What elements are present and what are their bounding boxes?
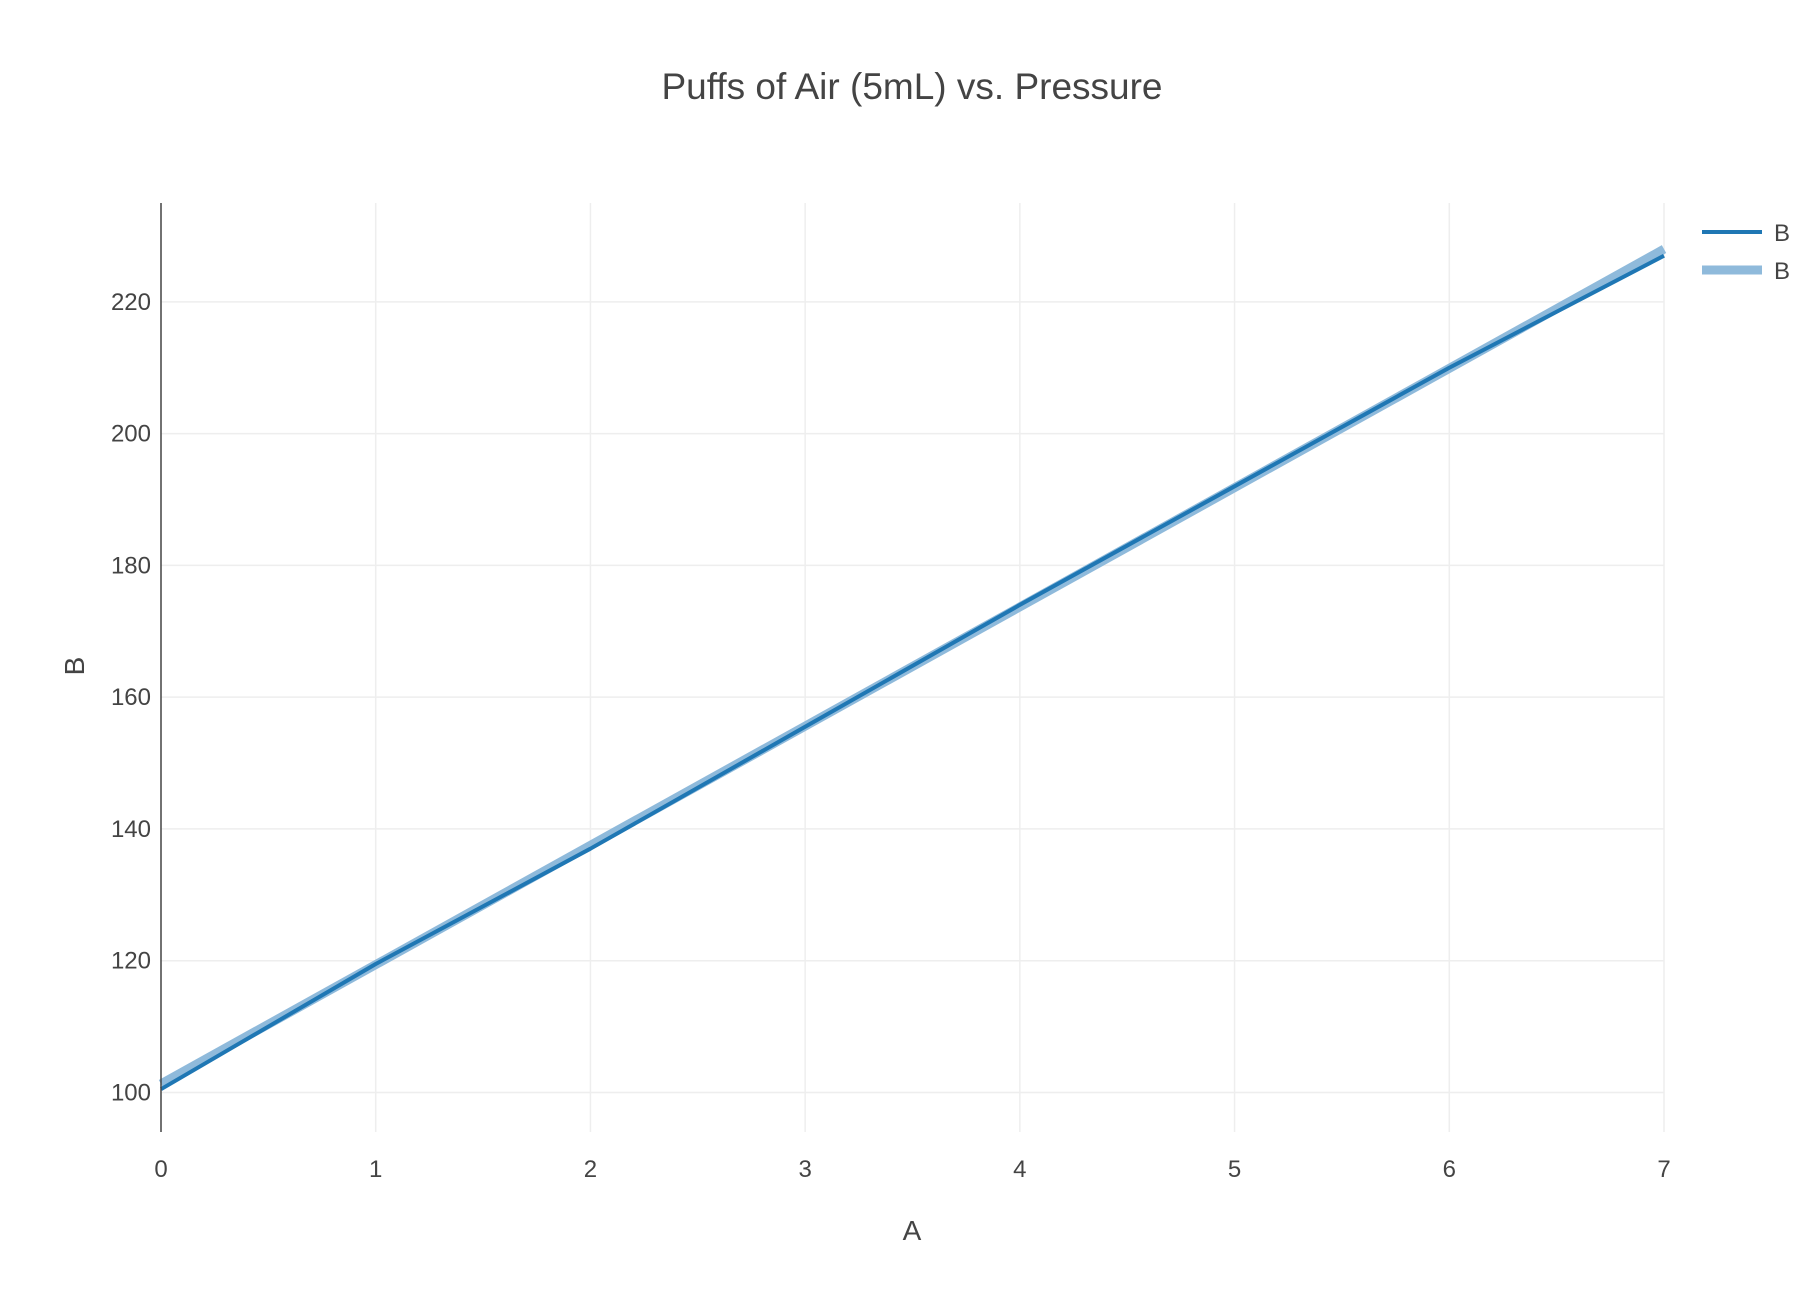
x-tick-label: 2 <box>584 1156 597 1183</box>
y-tick-label: 180 <box>111 552 151 579</box>
legend-label-series-2[interactable]: B <box>1774 258 1790 285</box>
x-tick-label: 3 <box>798 1156 811 1183</box>
x-tick-label: 1 <box>369 1156 382 1183</box>
y-tick-label: 120 <box>111 948 151 975</box>
y-tick-label: 160 <box>111 684 151 711</box>
y-tick-label: 100 <box>111 1079 151 1106</box>
y-tick-label: 140 <box>111 816 151 843</box>
x-axis-title: A <box>903 1215 922 1246</box>
tick-labels: 0 1 2 3 4 5 6 7 100 120 140 160 180 200 220 <box>111 289 1671 1183</box>
grid-lines <box>161 203 1665 1132</box>
y-axis-title: B <box>59 657 90 676</box>
legend-label-series-1[interactable]: B <box>1774 220 1790 247</box>
chart-title: Puffs of Air (5mL) vs. Pressure <box>661 66 1162 107</box>
legend[interactable]: B B <box>1702 220 1790 285</box>
x-tick-label: 7 <box>1657 1156 1670 1183</box>
x-tick-label: 5 <box>1228 1156 1241 1183</box>
x-tick-label: 4 <box>1013 1156 1026 1183</box>
x-tick-label: 6 <box>1443 1156 1456 1183</box>
y-tick-label: 200 <box>111 421 151 448</box>
x-tick-label: 0 <box>154 1156 167 1183</box>
series-lines <box>158 245 1667 1091</box>
series-line-1[interactable] <box>159 253 1665 1091</box>
y-tick-label: 220 <box>111 289 151 316</box>
